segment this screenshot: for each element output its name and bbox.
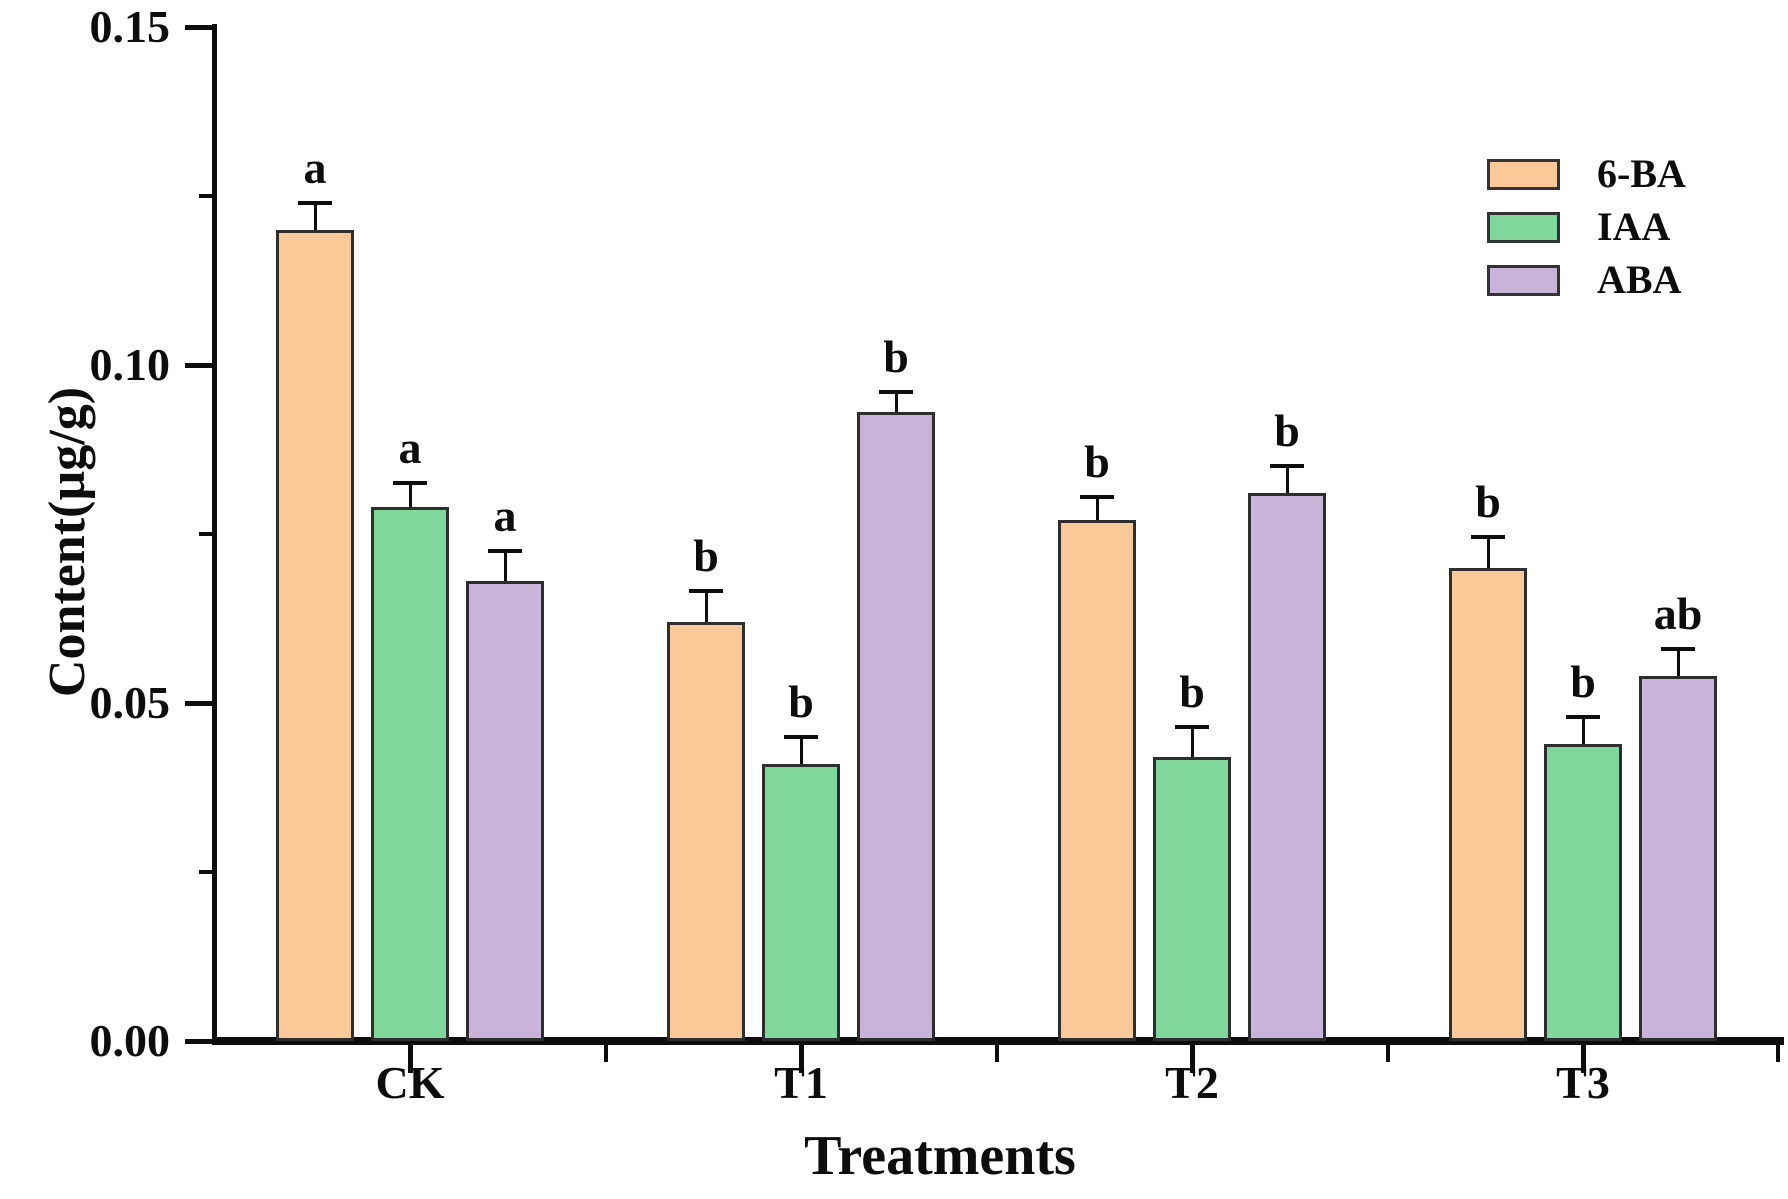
sig-letter: ab	[1653, 587, 1703, 639]
x-tick	[1189, 1043, 1195, 1073]
legend-swatch-6-BA	[1487, 159, 1560, 190]
y-minor-tick	[199, 532, 215, 536]
bar-6-BA-T3	[1449, 567, 1527, 1041]
error-bar-stem	[1095, 496, 1099, 521]
y-tick-label: 0.15	[89, 1, 171, 52]
sig-letter: b	[1084, 435, 1110, 487]
sig-letter: a	[398, 422, 422, 474]
error-bar-stem	[1676, 648, 1680, 676]
error-bar-cap	[393, 481, 427, 486]
error-bar-cap	[1175, 724, 1209, 729]
x-minor-tick	[1385, 1043, 1390, 1062]
bar-ABA-T2	[1248, 493, 1326, 1041]
sig-letter: b	[693, 530, 719, 582]
sig-letter: a	[303, 141, 327, 193]
error-bar-cap	[1661, 646, 1695, 651]
bar-6-BA-CK	[276, 229, 354, 1041]
x-minor-tick	[603, 1043, 608, 1062]
error-bar-stem	[799, 736, 803, 764]
error-bar-stem	[408, 483, 412, 507]
x-minor-tick	[1776, 1043, 1780, 1062]
sig-letter: b	[1274, 405, 1300, 457]
bar-ABA-T1	[857, 412, 935, 1041]
bar-6-BA-T2	[1058, 520, 1136, 1041]
y-tick	[185, 700, 215, 706]
bar-IAA-T1	[762, 763, 840, 1041]
sig-letter: b	[788, 675, 814, 727]
error-bar-cap	[784, 734, 818, 739]
sig-letter: b	[883, 331, 909, 383]
y-minor-tick	[199, 194, 215, 198]
error-bar-stem	[704, 591, 708, 622]
x-tick	[407, 1043, 413, 1073]
error-bar-stem	[1190, 726, 1194, 758]
x-axis-title: Treatments	[804, 1125, 1076, 1187]
error-bar-stem	[1486, 537, 1490, 568]
sig-letter: a	[493, 489, 517, 541]
y-tick	[185, 24, 215, 30]
error-bar-cap	[298, 200, 332, 205]
bar-ABA-CK	[466, 581, 544, 1041]
sig-letter: b	[1570, 655, 1596, 707]
error-bar-stem	[313, 202, 317, 230]
legend-swatch-IAA	[1487, 212, 1560, 243]
error-bar-cap	[689, 589, 723, 594]
error-bar-stem	[503, 550, 507, 582]
x-tick	[1580, 1043, 1586, 1073]
bar-IAA-T3	[1544, 743, 1622, 1041]
x-minor-tick	[994, 1043, 999, 1062]
error-bar-cap	[488, 548, 522, 553]
bar-ABA-T3	[1639, 675, 1717, 1041]
error-bar-stem	[1285, 466, 1289, 494]
x-tick-label: T2	[1165, 1057, 1219, 1108]
x-axis-line	[212, 1037, 1784, 1045]
bar-IAA-T2	[1153, 757, 1231, 1041]
error-bar-stem	[1581, 716, 1585, 744]
error-bar-cap	[1566, 714, 1600, 719]
x-tick-label: T3	[1556, 1057, 1610, 1108]
y-tick	[185, 362, 215, 368]
error-bar-cap	[1471, 535, 1505, 540]
error-bar-cap	[1270, 464, 1304, 469]
legend-label-6-BA: 6-BA	[1597, 151, 1686, 196]
y-tick	[185, 1038, 215, 1044]
legend-swatch-ABA	[1487, 265, 1560, 296]
y-tick-label: 0.05	[89, 677, 171, 728]
x-tick	[798, 1043, 804, 1073]
y-minor-tick	[199, 870, 215, 874]
x-tick-label: CK	[375, 1057, 445, 1108]
sig-letter: b	[1475, 476, 1501, 528]
bar-6-BA-T1	[667, 621, 745, 1041]
y-tick-label: 0.00	[89, 1015, 171, 1066]
bar-IAA-CK	[371, 506, 449, 1041]
legend-label-IAA: IAA	[1597, 204, 1671, 249]
legend-label-ABA: ABA	[1597, 257, 1682, 302]
sig-letter: b	[1179, 665, 1205, 717]
error-bar-cap	[1080, 494, 1114, 499]
x-tick-label: T1	[774, 1057, 828, 1108]
y-tick-label: 0.10	[89, 339, 171, 390]
error-bar-cap	[879, 390, 913, 395]
error-bar-stem	[894, 392, 898, 413]
